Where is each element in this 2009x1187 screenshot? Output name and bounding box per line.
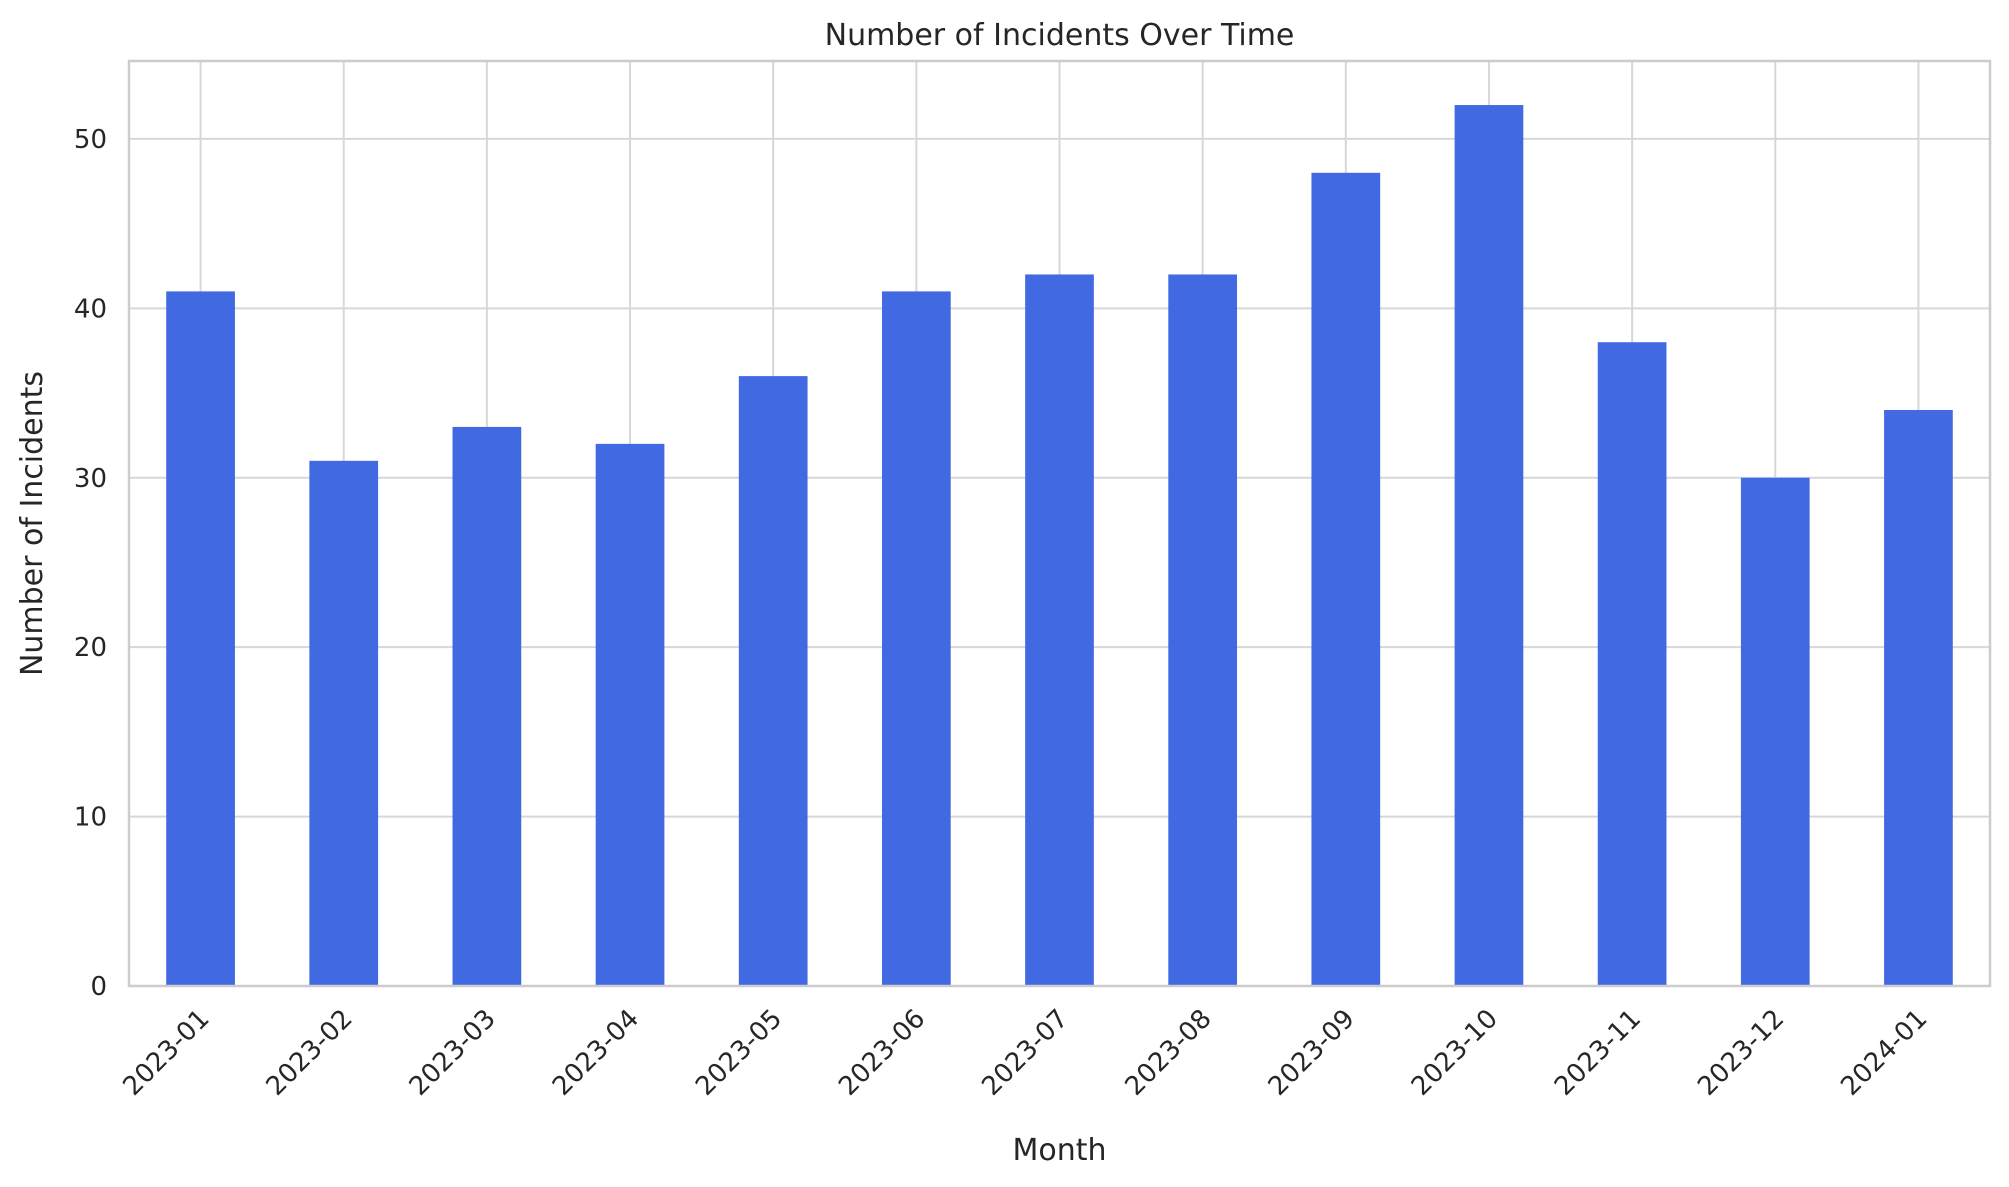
x-tick-label: 2023-07 (976, 1004, 1074, 1102)
bar-2023-03 (452, 426, 522, 986)
y-axis-label: Number of Incidents (15, 371, 50, 676)
x-tick-label: 2023-12 (1692, 1004, 1790, 1102)
x-tick-label: 2023-05 (690, 1004, 788, 1102)
bar-2023-09 (1311, 172, 1381, 987)
x-axis-label: Month (1012, 1133, 1106, 1168)
y-tick-label: 40 (74, 294, 107, 324)
bar-2023-01 (166, 291, 235, 986)
y-tick-labels: 0 10 20 30 40 50 (74, 125, 107, 1002)
bars (166, 105, 1953, 987)
x-tick-label: 2023-09 (1263, 1004, 1361, 1102)
chart-title: Number of Incidents Over Time (825, 18, 1295, 53)
bar-2024-01 (1884, 409, 1953, 986)
x-tick-label: 2024-01 (1835, 1004, 1933, 1102)
y-tick-label: 20 (74, 633, 107, 663)
bar-2023-10 (1454, 105, 1524, 987)
bar-2023-02 (309, 460, 379, 986)
y-tick-label: 50 (74, 125, 107, 155)
x-tick-label: 2023-08 (1120, 1004, 1218, 1102)
x-tick-label: 2023-01 (117, 1004, 215, 1102)
x-tick-label: 2023-10 (1406, 1004, 1504, 1102)
x-tick-labels: 2023-01 2023-02 2023-03 2023-04 2023-05 2023-… (117, 1004, 1933, 1102)
plot-frame (127, 59, 1992, 988)
x-tick-label: 2023-06 (833, 1004, 931, 1102)
bar-2023-12 (1740, 477, 1810, 986)
x-tick-label: 2023-03 (404, 1004, 502, 1102)
bar-2023-08 (1168, 274, 1238, 986)
bar-2023-06 (881, 291, 951, 986)
bar-2023-07 (1025, 274, 1094, 986)
bar-2023-04 (595, 443, 665, 986)
y-tick-label: 30 (74, 464, 107, 494)
bar-2023-11 (1597, 342, 1667, 986)
x-tick-label: 2023-02 (261, 1004, 359, 1102)
x-tick-label: 2023-04 (547, 1004, 645, 1102)
x-tick-label: 2023-11 (1549, 1004, 1647, 1102)
bar-2023-05 (738, 376, 808, 987)
y-tick-label: 0 (90, 972, 107, 1002)
y-tick-label: 10 (74, 803, 107, 833)
